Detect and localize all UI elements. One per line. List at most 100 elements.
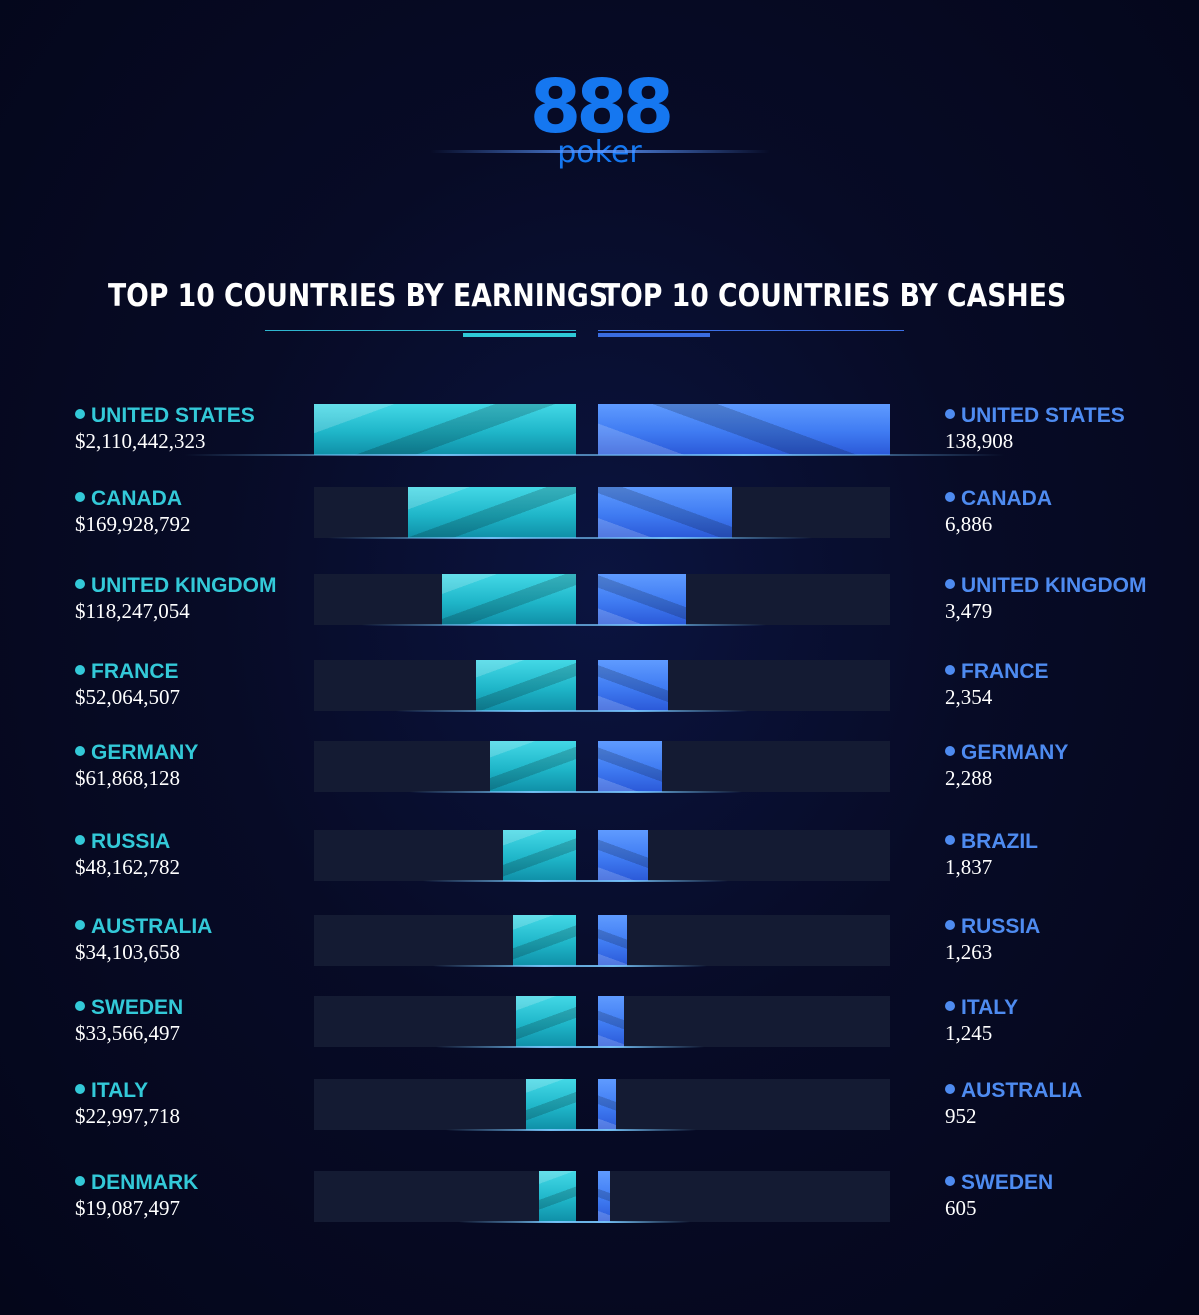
- earnings-country-name: GERMANY: [91, 741, 199, 764]
- earnings-value-label: $34,103,658: [75, 940, 180, 964]
- earnings-bar: [490, 741, 576, 792]
- earnings-bar-track: [314, 1171, 576, 1222]
- cashes-country-name: AUSTRALIA: [961, 1079, 1083, 1102]
- cashes-bar-track: [598, 1079, 890, 1130]
- cashes-bar-track: [598, 1171, 890, 1222]
- earnings-bar: [539, 1171, 576, 1222]
- earnings-bar: [516, 996, 576, 1047]
- cashes-bar-glow: [518, 1129, 696, 1131]
- cashes-bar-glow: [518, 791, 742, 793]
- cashes-bar-glow: [518, 965, 707, 967]
- cashes-country-label: GERMANY: [945, 741, 1068, 765]
- earnings-country-label: UNITED STATES: [75, 404, 255, 428]
- cashes-country-name: CANADA: [961, 487, 1052, 510]
- earnings-bar: [442, 574, 576, 625]
- earnings-bar: [408, 487, 576, 538]
- bullet-dot-icon: [945, 920, 955, 930]
- cashes-bar-track: [598, 915, 890, 966]
- brand-logo: 888 poker: [0, 70, 1199, 168]
- cashes-bar: [598, 915, 627, 966]
- cashes-country-name: GERMANY: [961, 741, 1069, 764]
- bullet-dot-icon: [945, 1001, 955, 1011]
- bullet-dot-icon: [75, 746, 85, 756]
- cashes-value-label: 2,354: [945, 685, 993, 709]
- earnings-country-name: UNITED KINGDOM: [91, 574, 277, 597]
- cashes-value-label: 138,908: [945, 429, 1014, 453]
- earnings-country-name: DENMARK: [91, 1171, 199, 1194]
- bullet-dot-icon: [75, 920, 85, 930]
- cashes-title-underline-accent: [598, 333, 710, 337]
- cashes-country-name: SWEDEN: [961, 1171, 1054, 1194]
- cashes-country-label: UNITED STATES: [945, 404, 1125, 428]
- cashes-bar: [598, 574, 686, 625]
- cashes-value-label: 952: [945, 1104, 977, 1128]
- bullet-dot-icon: [945, 492, 955, 502]
- earnings-country-label: FRANCE: [75, 660, 179, 684]
- earnings-value-label: $52,064,507: [75, 685, 180, 709]
- earnings-value-label: $169,928,792: [75, 512, 191, 536]
- earnings-value-label: $61,868,128: [75, 766, 180, 790]
- earnings-country-name: RUSSIA: [91, 830, 171, 853]
- cashes-country-label: UNITED KINGDOM: [945, 574, 1147, 598]
- cashes-country-name: ITALY: [961, 996, 1019, 1019]
- earnings-bar-glow: [362, 624, 656, 626]
- bullet-dot-icon: [75, 665, 85, 675]
- earnings-bar: [526, 1079, 576, 1130]
- cashes-bar: [598, 1079, 616, 1130]
- cashes-country-name: BRAZIL: [961, 830, 1038, 853]
- earnings-country-label: SWEDEN: [75, 996, 183, 1020]
- earnings-bar: [476, 660, 576, 711]
- earnings-country-label: GERMANY: [75, 741, 198, 765]
- cashes-country-label: SWEDEN: [945, 1171, 1053, 1195]
- earnings-value-label: $22,997,718: [75, 1104, 180, 1128]
- cashes-bar: [598, 404, 890, 455]
- earnings-value-label: $19,087,497: [75, 1196, 180, 1220]
- bullet-dot-icon: [945, 746, 955, 756]
- cashes-bar: [598, 741, 662, 792]
- earnings-bar: [314, 404, 576, 455]
- cashes-bar: [598, 487, 732, 538]
- earnings-country-name: AUSTRALIA: [91, 915, 213, 938]
- earnings-country-label: DENMARK: [75, 1171, 198, 1195]
- cashes-value-label: 1,245: [945, 1021, 993, 1045]
- earnings-country-label: CANADA: [75, 487, 182, 511]
- earnings-country-name: SWEDEN: [91, 996, 184, 1019]
- earnings-value-label: $48,162,782: [75, 855, 180, 879]
- earnings-country-label: RUSSIA: [75, 830, 170, 854]
- logo-mark: 888: [529, 64, 674, 150]
- cashes-bar-glow: [518, 710, 748, 712]
- cashes-title-underline: [598, 330, 904, 331]
- earnings-country-name: UNITED STATES: [91, 404, 255, 427]
- earnings-value-label: $2,110,442,323: [75, 429, 206, 453]
- cashes-country-label: RUSSIA: [945, 915, 1040, 939]
- cashes-value-label: 605: [945, 1196, 977, 1220]
- bullet-dot-icon: [75, 409, 85, 419]
- cashes-bar: [598, 660, 668, 711]
- cashes-value-label: 6,886: [945, 512, 993, 536]
- bullet-dot-icon: [945, 409, 955, 419]
- earnings-chart-title: TOP 10 COUNTRIES BY EARNINGS: [108, 278, 609, 314]
- earnings-country-name: CANADA: [91, 487, 182, 510]
- bullet-dot-icon: [945, 665, 955, 675]
- cashes-bar-glow: [518, 537, 812, 539]
- earnings-country-label: AUSTRALIA: [75, 915, 212, 939]
- bullet-dot-icon: [75, 835, 85, 845]
- cashes-value-label: 1,263: [945, 940, 993, 964]
- earnings-country-label: ITALY: [75, 1079, 148, 1103]
- cashes-bar: [598, 830, 648, 881]
- logo-word: poker: [557, 135, 642, 170]
- bullet-dot-icon: [75, 1084, 85, 1094]
- earnings-value-label: $118,247,054: [75, 599, 190, 623]
- earnings-bar-glow: [185, 454, 705, 456]
- cashes-country-name: UNITED STATES: [961, 404, 1125, 427]
- cashes-bar-glow: [518, 624, 766, 626]
- earnings-bar: [513, 915, 576, 966]
- cashes-country-label: FRANCE: [945, 660, 1049, 684]
- cashes-country-name: FRANCE: [961, 660, 1049, 683]
- bullet-dot-icon: [75, 1176, 85, 1186]
- bullet-dot-icon: [75, 579, 85, 589]
- earnings-value-label: $33,566,497: [75, 1021, 180, 1045]
- bullet-dot-icon: [945, 579, 955, 589]
- cashes-value-label: 3,479: [945, 599, 993, 623]
- bullet-dot-icon: [75, 1001, 85, 1011]
